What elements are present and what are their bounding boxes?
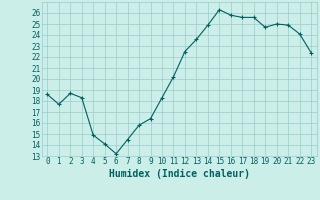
X-axis label: Humidex (Indice chaleur): Humidex (Indice chaleur) [109, 169, 250, 179]
